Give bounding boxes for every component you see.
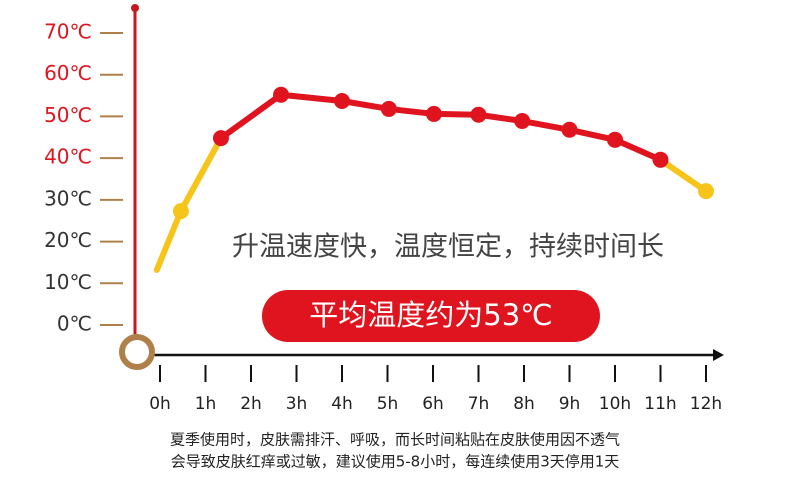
line-segment bbox=[278, 91, 345, 104]
point bbox=[425, 105, 442, 122]
note-line: 会导致皮肤红痒或过敏，建议使用5-8小时，每连续使用3天停用1天 bbox=[171, 453, 620, 471]
point bbox=[561, 121, 578, 138]
x-tick-label: 2h bbox=[240, 394, 262, 414]
line-segment bbox=[217, 91, 285, 142]
badge-pill bbox=[262, 290, 600, 342]
y-tick-label: 50℃ bbox=[44, 103, 92, 127]
point bbox=[273, 86, 290, 103]
x-tick-label: 7h bbox=[468, 394, 490, 414]
point bbox=[698, 183, 714, 200]
y-tick-label: 30℃ bbox=[44, 186, 92, 210]
x-axis-arrow bbox=[713, 349, 724, 361]
x-tick-label: 10h bbox=[599, 394, 631, 414]
x-tick-label: 6h bbox=[422, 394, 444, 414]
y-tick-label: 10℃ bbox=[44, 270, 92, 294]
point bbox=[380, 100, 397, 117]
x-tick-label: 0h bbox=[149, 394, 171, 414]
line-segment bbox=[153, 208, 184, 273]
y-tick-label: 40℃ bbox=[44, 145, 92, 169]
line-segment bbox=[657, 156, 709, 195]
badge: 平均温度约为53℃ bbox=[309, 298, 552, 332]
y-tick-label: 20℃ bbox=[44, 228, 92, 252]
point bbox=[652, 151, 669, 168]
y-tick-label: 70℃ bbox=[44, 20, 92, 44]
point bbox=[172, 203, 189, 220]
origin-ring bbox=[119, 334, 155, 370]
x-tick-label: 11h bbox=[644, 394, 676, 414]
x-tick-label: 8h bbox=[513, 394, 535, 414]
x-tick-label: 9h bbox=[559, 394, 581, 414]
point bbox=[470, 106, 487, 123]
point bbox=[212, 130, 229, 147]
headline: 升温速度快，温度恒定，持续时间长 bbox=[232, 232, 664, 263]
note-line: 夏季使用时，皮肤需排汗、呼吸，而长时间粘贴在皮肤使用因不透气 bbox=[170, 431, 620, 449]
x-tick-label: 3h bbox=[286, 394, 308, 414]
y-tick-label: 0℃ bbox=[57, 312, 92, 336]
line-segment bbox=[177, 135, 224, 215]
y-tick-label: 60℃ bbox=[44, 61, 92, 85]
point bbox=[514, 113, 531, 130]
point bbox=[334, 92, 350, 109]
x-tick-label: 4h bbox=[331, 394, 353, 414]
x-tick-label: 1h bbox=[195, 394, 217, 414]
y-axis-cap bbox=[131, 4, 139, 12]
x-tick-label: 5h bbox=[377, 394, 399, 414]
line-segment bbox=[519, 118, 573, 133]
line-segment bbox=[612, 136, 664, 163]
x-tick-label: 12h bbox=[690, 394, 722, 414]
point bbox=[607, 131, 623, 148]
